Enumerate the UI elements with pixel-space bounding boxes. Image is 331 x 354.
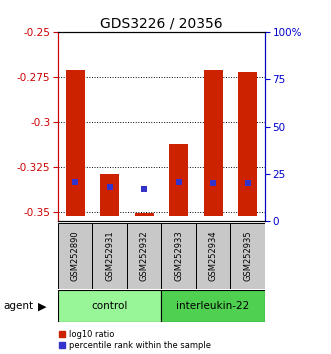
FancyBboxPatch shape bbox=[161, 223, 196, 289]
Bar bbox=[238, 72, 257, 216]
FancyBboxPatch shape bbox=[58, 223, 92, 289]
Bar bbox=[169, 144, 188, 216]
Title: GDS3226 / 20356: GDS3226 / 20356 bbox=[100, 17, 223, 31]
FancyBboxPatch shape bbox=[92, 223, 127, 289]
Text: GSM252931: GSM252931 bbox=[105, 230, 114, 281]
Text: control: control bbox=[91, 301, 128, 311]
Text: GSM252890: GSM252890 bbox=[71, 230, 80, 281]
Bar bbox=[66, 70, 85, 216]
FancyBboxPatch shape bbox=[161, 290, 265, 322]
Bar bbox=[204, 70, 222, 216]
Legend: log10 ratio, percentile rank within the sample: log10 ratio, percentile rank within the … bbox=[59, 330, 211, 350]
Text: GSM252933: GSM252933 bbox=[174, 230, 183, 281]
Text: agent: agent bbox=[3, 301, 33, 311]
Text: interleukin-22: interleukin-22 bbox=[176, 301, 250, 311]
Text: GSM252934: GSM252934 bbox=[209, 230, 217, 281]
Bar bbox=[135, 213, 154, 216]
FancyBboxPatch shape bbox=[58, 290, 161, 322]
Text: ▶: ▶ bbox=[38, 301, 47, 311]
Text: GSM252932: GSM252932 bbox=[140, 230, 149, 281]
FancyBboxPatch shape bbox=[230, 223, 265, 289]
FancyBboxPatch shape bbox=[196, 223, 230, 289]
Text: GSM252935: GSM252935 bbox=[243, 230, 252, 281]
Bar bbox=[100, 175, 119, 216]
FancyBboxPatch shape bbox=[127, 223, 161, 289]
